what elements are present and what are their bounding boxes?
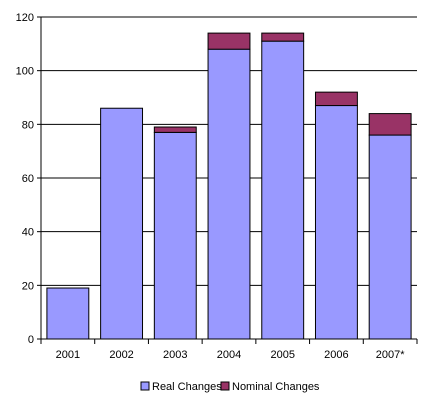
y-tick-label: 0: [28, 334, 34, 346]
legend-swatch-real-changes: [140, 381, 150, 391]
x-tick-label: 2004: [217, 349, 241, 361]
bar-nominal-2006: [314, 91, 358, 107]
bar-nominal-2004: [207, 32, 251, 50]
y-tick-label: 40: [22, 227, 34, 239]
x-tick-label: 2007*: [376, 349, 405, 361]
y-axis: 0 20 40 60 80 100 120: [16, 12, 42, 346]
bar-nominal-2005: [261, 32, 305, 42]
bar-nominal-2007*: [368, 113, 412, 136]
y-tick-label: 60: [22, 173, 34, 185]
bar-real-2001: [46, 287, 90, 340]
legend: Real Changes Nominal Changes: [140, 381, 320, 393]
x-tick-label: 2001: [56, 349, 80, 361]
bar-real-2006: [314, 105, 358, 340]
y-tick-label: 20: [22, 280, 34, 292]
bar-real-2003: [153, 131, 197, 340]
x-tick-label: 2006: [324, 349, 348, 361]
legend-label-real-changes: Real Changes: [152, 381, 222, 393]
y-tick-label: 80: [22, 119, 34, 131]
bar-real-2005: [261, 40, 305, 340]
bar-real-2004: [207, 48, 251, 340]
x-tick-label: 2003: [163, 349, 187, 361]
y-tick-label: 100: [16, 66, 34, 78]
x-tick-label: 2005: [270, 349, 294, 361]
bars: [46, 32, 412, 340]
x-tick-label: 2002: [109, 349, 133, 361]
x-axis: 2001 2002 2003 2004 2005 2006 2007*: [40, 338, 418, 361]
bar-real-2007*: [368, 134, 412, 340]
bar-nominal-2003: [153, 126, 197, 133]
bar-real-2002: [100, 107, 144, 340]
y-tick-label: 120: [16, 12, 34, 24]
legend-swatch-nominal-changes: [220, 381, 230, 391]
legend-label-nominal-changes: Nominal Changes: [232, 381, 320, 393]
